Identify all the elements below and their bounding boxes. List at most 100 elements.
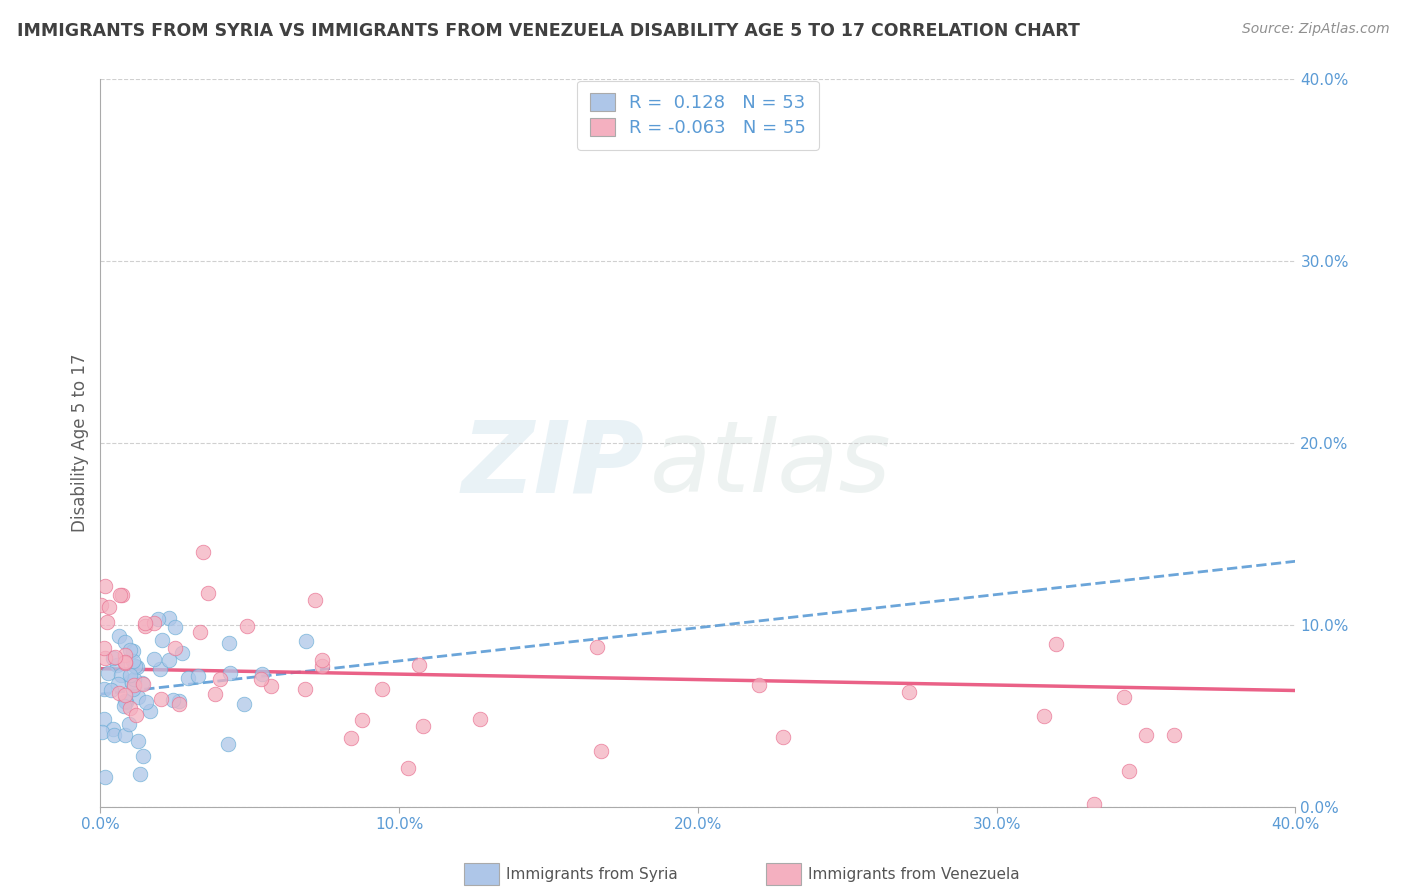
Point xyxy=(340,731,363,745)
Point xyxy=(121,644,143,658)
Point xyxy=(1163,728,1185,742)
Point xyxy=(250,667,273,681)
Point xyxy=(108,588,131,602)
Point xyxy=(107,629,129,643)
Point xyxy=(132,748,155,763)
Point xyxy=(1112,690,1135,704)
Point xyxy=(114,655,136,669)
Point xyxy=(97,665,120,680)
Point xyxy=(187,669,209,683)
Point xyxy=(1118,764,1140,778)
Point xyxy=(115,695,138,709)
Point xyxy=(233,697,256,711)
Point xyxy=(118,643,141,657)
Legend: R =  0.128   N = 53, R = -0.063   N = 55: R = 0.128 N = 53, R = -0.063 N = 55 xyxy=(576,81,818,150)
Point xyxy=(163,620,186,634)
Point xyxy=(118,700,141,714)
Point xyxy=(217,737,239,751)
Point xyxy=(114,648,136,662)
Point xyxy=(131,675,153,690)
Point xyxy=(157,653,180,667)
Point xyxy=(103,728,125,742)
Point xyxy=(167,693,190,707)
Point xyxy=(114,656,136,670)
Point xyxy=(1083,797,1105,811)
Point xyxy=(162,693,184,707)
Point xyxy=(371,681,394,696)
Point xyxy=(146,612,169,626)
Point xyxy=(294,634,316,648)
Point xyxy=(127,733,149,747)
Point xyxy=(170,647,193,661)
Point xyxy=(90,725,112,739)
Point xyxy=(591,744,613,758)
Point xyxy=(748,678,770,692)
Point xyxy=(125,659,148,673)
Point xyxy=(134,616,156,631)
Point xyxy=(197,586,219,600)
Point xyxy=(112,699,135,714)
Point xyxy=(412,719,434,733)
Point xyxy=(304,592,326,607)
Point xyxy=(586,640,609,654)
Point xyxy=(249,673,271,687)
Point xyxy=(204,687,226,701)
Point xyxy=(122,672,145,686)
Point xyxy=(167,697,190,711)
Point xyxy=(114,727,136,741)
Point xyxy=(408,657,430,672)
Point xyxy=(93,770,115,784)
Point xyxy=(108,686,131,700)
Point xyxy=(105,657,128,672)
Point xyxy=(260,679,283,693)
Text: Immigrants from Venezuela: Immigrants from Venezuela xyxy=(808,867,1021,881)
Text: Immigrants from Syria: Immigrants from Syria xyxy=(506,867,678,881)
Point xyxy=(898,684,921,698)
Point xyxy=(100,683,122,698)
Point xyxy=(94,650,117,665)
Text: Source: ZipAtlas.com: Source: ZipAtlas.com xyxy=(1241,22,1389,37)
Point xyxy=(135,695,157,709)
Point xyxy=(127,690,149,705)
Point xyxy=(468,712,491,726)
Point xyxy=(177,671,200,685)
Point xyxy=(120,668,142,682)
Point xyxy=(138,705,160,719)
Point xyxy=(218,666,240,681)
Point xyxy=(150,633,173,648)
Point xyxy=(118,717,141,731)
Point xyxy=(93,641,115,656)
Point xyxy=(125,707,148,722)
Point xyxy=(124,678,146,692)
Point xyxy=(114,635,136,649)
Point xyxy=(94,579,117,593)
Point xyxy=(1045,637,1067,651)
Point xyxy=(165,640,187,655)
Point xyxy=(121,681,143,696)
Point xyxy=(93,682,115,697)
Point xyxy=(396,761,419,775)
Point xyxy=(101,651,124,665)
Point xyxy=(114,694,136,708)
Text: ZIP: ZIP xyxy=(461,417,644,513)
Text: atlas: atlas xyxy=(650,417,891,513)
Point xyxy=(111,588,134,602)
Point xyxy=(132,676,155,690)
Point xyxy=(311,658,333,673)
Point xyxy=(191,545,214,559)
Point xyxy=(218,635,240,649)
Point xyxy=(103,722,125,736)
Point xyxy=(350,713,373,727)
Point xyxy=(93,712,115,726)
Point xyxy=(98,600,121,615)
Point xyxy=(90,599,112,613)
Point xyxy=(294,681,316,696)
Point xyxy=(772,730,794,744)
Point xyxy=(129,767,152,781)
Point xyxy=(114,688,136,702)
Point xyxy=(120,673,142,688)
Point xyxy=(236,618,259,632)
Point xyxy=(143,615,166,630)
Point xyxy=(110,668,132,682)
Point xyxy=(149,691,172,706)
